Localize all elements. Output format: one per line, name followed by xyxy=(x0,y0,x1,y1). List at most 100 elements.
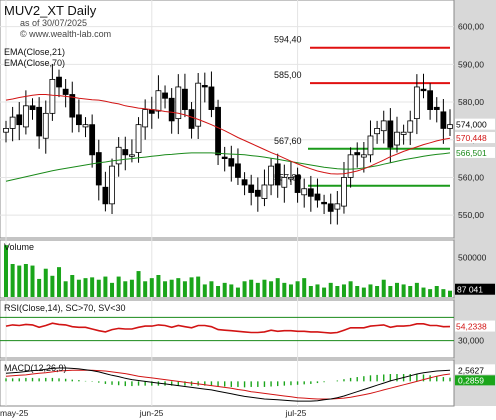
rsi-series xyxy=(0,316,454,342)
macd-signal-line xyxy=(5,369,451,400)
candle-body xyxy=(301,188,308,196)
volume-bar xyxy=(37,278,42,297)
volume-bar xyxy=(229,284,234,297)
candle-body xyxy=(367,135,374,156)
volume-bar xyxy=(70,275,75,297)
volume-bar xyxy=(10,264,15,297)
volume-bar xyxy=(249,279,254,297)
volume-tick-label: 500000 xyxy=(458,253,487,263)
candle-body xyxy=(440,111,447,129)
candle-body xyxy=(261,184,268,199)
volume-bar xyxy=(202,284,207,297)
time-tick-label: jun-25 xyxy=(139,408,164,418)
candle-body xyxy=(201,85,208,88)
volume-bar xyxy=(288,284,293,297)
candle-body xyxy=(241,179,248,186)
candle-body xyxy=(155,90,162,112)
volume-bar xyxy=(196,276,201,297)
candle-body xyxy=(387,120,394,148)
candle-body xyxy=(294,174,301,193)
candle-body xyxy=(188,109,195,129)
rsi-line xyxy=(5,322,451,334)
volume-bar xyxy=(441,289,446,297)
candle-body xyxy=(62,88,69,95)
volume-bar xyxy=(156,275,161,297)
volume-bar xyxy=(216,286,221,297)
chart-title: MUV2_XT Daily xyxy=(4,3,97,18)
volume-bar xyxy=(355,286,360,297)
price-tick-label: 550,00 xyxy=(458,210,484,220)
candle-body xyxy=(374,128,381,135)
volume-bar xyxy=(408,286,413,297)
volume-bar xyxy=(368,284,373,297)
volume-bar xyxy=(176,278,181,297)
volume-bar xyxy=(421,287,426,297)
candle-body xyxy=(168,97,175,122)
candle-body xyxy=(321,201,327,205)
volume-bar xyxy=(129,279,134,297)
macd-pane-title: MACD(12,26,9) xyxy=(4,363,67,373)
volume-bar xyxy=(335,286,340,297)
volume-bar xyxy=(57,267,62,297)
volume-bar xyxy=(308,286,313,297)
price-series xyxy=(3,63,453,225)
macd-series xyxy=(5,367,451,402)
volume-bar xyxy=(43,268,48,297)
volume-bar xyxy=(209,281,214,297)
level-label: 594,40 xyxy=(274,35,302,45)
legend-ema70: EMA(Close,70) xyxy=(4,58,65,68)
volume-bar xyxy=(17,265,22,297)
level-label: 567,60 xyxy=(274,136,302,146)
volume-bar xyxy=(375,286,380,297)
volume-bar xyxy=(388,286,393,297)
volume-bar xyxy=(428,289,433,297)
candle-body xyxy=(394,131,400,146)
ema70-line xyxy=(5,152,451,182)
volume-bar xyxy=(269,281,274,297)
volume-bar xyxy=(189,277,194,297)
candle-body xyxy=(208,86,215,110)
candle-body xyxy=(254,189,261,197)
time-tick-label: may-25 xyxy=(0,408,29,418)
volume-bar xyxy=(63,281,68,297)
price-tick-label: 590,00 xyxy=(458,59,484,69)
candle-body xyxy=(407,120,414,133)
volume-bar xyxy=(414,282,419,297)
candle-body xyxy=(447,124,453,129)
candle-body xyxy=(115,146,122,165)
volume-bar xyxy=(434,286,439,297)
price-axis-background xyxy=(454,0,496,406)
candle-body xyxy=(75,114,82,126)
volume-pane-title: Volume xyxy=(4,242,34,252)
candle-body xyxy=(314,193,321,201)
candle-body xyxy=(29,105,36,110)
volume-pane xyxy=(0,239,455,299)
candle-body xyxy=(95,152,102,186)
rsi-last-tag: 54,2338 xyxy=(456,322,487,332)
price-pane xyxy=(0,0,455,239)
volume-bar xyxy=(381,279,386,297)
price-tick-label: 560,00 xyxy=(458,172,484,182)
candle-body xyxy=(281,177,288,188)
volume-bar xyxy=(282,282,287,297)
candle-body xyxy=(135,124,142,153)
rsi-last-tag-bg xyxy=(455,320,495,332)
axis-labels: 550,00560,00570,00580,00590,00600,00may-… xyxy=(0,22,495,418)
volume-bar xyxy=(448,290,452,297)
volume-bar xyxy=(116,276,121,297)
macd-hist-tag: 0,2859 xyxy=(458,375,484,385)
macd-pane xyxy=(0,359,455,407)
candle-body xyxy=(288,177,294,180)
volume-bar xyxy=(50,275,55,297)
volume-bar xyxy=(4,245,8,297)
volume-bar xyxy=(136,271,141,297)
volume-bar xyxy=(394,282,399,297)
macd-last-tag: 2,5627 xyxy=(458,365,484,375)
volume-last-tag: 87 041 xyxy=(457,285,483,295)
volume-last-tag-bg xyxy=(455,283,495,295)
candle-body xyxy=(129,154,135,157)
volume-bar xyxy=(163,281,168,297)
candle-body xyxy=(360,154,367,158)
volume-bar xyxy=(103,276,108,297)
